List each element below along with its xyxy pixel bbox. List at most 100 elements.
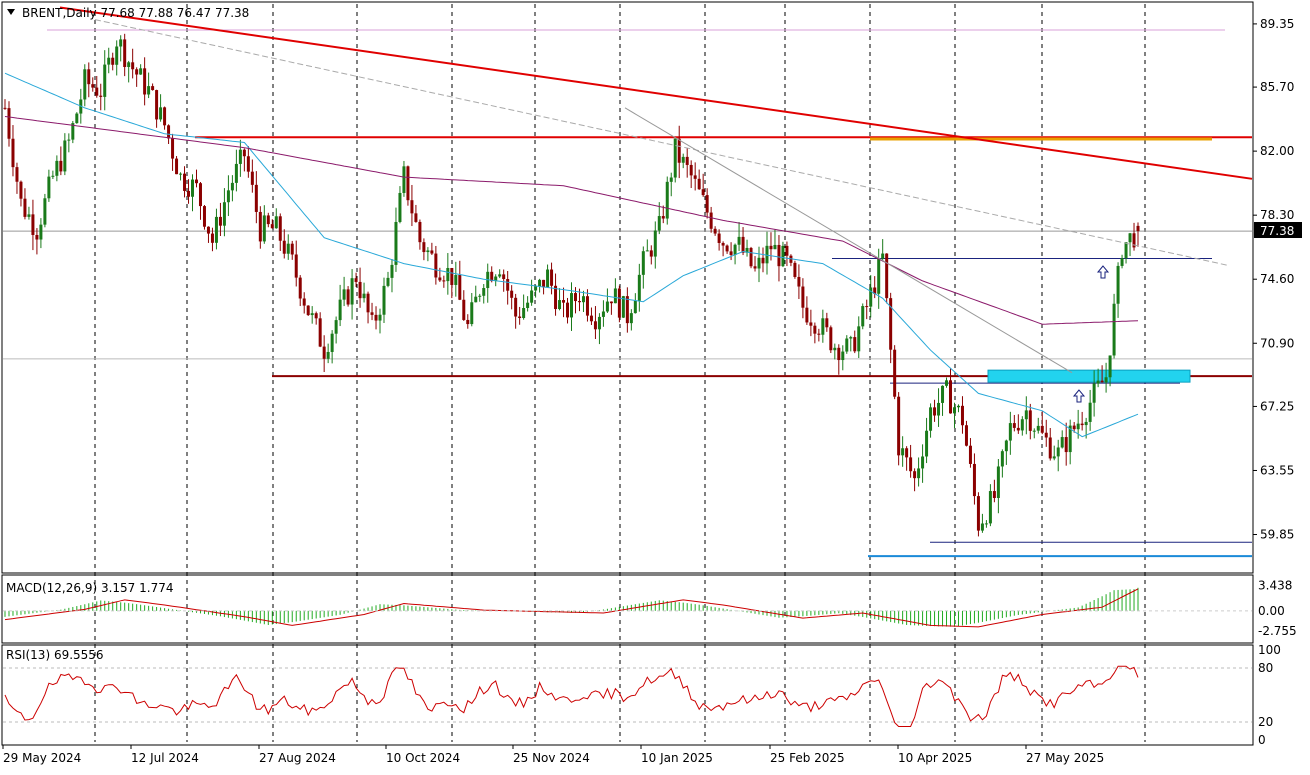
candle-body bbox=[115, 46, 119, 65]
candle-body bbox=[661, 216, 665, 219]
candle-body bbox=[458, 275, 462, 300]
candle-body bbox=[669, 177, 673, 182]
candle-body bbox=[725, 245, 729, 252]
candle-body bbox=[1040, 425, 1044, 433]
candle-body bbox=[937, 402, 941, 416]
candle-body bbox=[99, 95, 103, 97]
candle-body bbox=[63, 140, 67, 172]
candle-body bbox=[641, 251, 645, 275]
horizontal-levels bbox=[3, 29, 1252, 558]
candle-body bbox=[194, 179, 198, 184]
candle-body bbox=[202, 206, 206, 227]
candle-body bbox=[825, 318, 829, 328]
candle-body bbox=[314, 313, 318, 319]
candle-body bbox=[266, 215, 270, 225]
price-tick-label: 89.35 bbox=[1260, 17, 1294, 31]
candle-body bbox=[697, 178, 701, 190]
candle-body bbox=[877, 258, 881, 294]
candle-body bbox=[59, 160, 63, 172]
price-tick-label: 67.25 bbox=[1260, 399, 1294, 413]
candle-body bbox=[1104, 377, 1108, 383]
candle-body bbox=[777, 244, 781, 267]
candle-body bbox=[3, 107, 7, 109]
candle-body bbox=[346, 289, 350, 305]
candle-body bbox=[15, 167, 19, 182]
candle-body bbox=[1136, 225, 1140, 232]
candle-body bbox=[334, 320, 338, 334]
candle-body bbox=[1128, 233, 1132, 243]
candle-body bbox=[785, 245, 789, 256]
candle-body bbox=[218, 216, 222, 226]
candle-body bbox=[139, 68, 143, 75]
candle-body bbox=[238, 149, 242, 164]
candle-body bbox=[1072, 425, 1076, 430]
candle-body bbox=[1060, 437, 1064, 448]
candle-body bbox=[87, 69, 91, 85]
candle-body bbox=[454, 275, 458, 285]
symbol-header: BRENT,Daily 77.68 77.88 76.47 77.38 bbox=[22, 6, 249, 20]
candle-body bbox=[893, 349, 897, 397]
candle-body bbox=[809, 322, 813, 326]
candle-body bbox=[964, 425, 968, 446]
candle-body bbox=[538, 279, 542, 287]
price-tick-label: 63.55 bbox=[1260, 463, 1294, 477]
candle-body bbox=[713, 228, 717, 234]
candle-body bbox=[1076, 423, 1080, 430]
candle-body bbox=[550, 269, 554, 286]
candle-body bbox=[841, 351, 845, 361]
candle-body bbox=[745, 247, 749, 253]
candle-body bbox=[354, 278, 358, 282]
macd-tick-label: -2.755 bbox=[1258, 624, 1297, 638]
candle-body bbox=[972, 463, 976, 497]
candle-body bbox=[1132, 233, 1136, 248]
candle-body bbox=[530, 290, 534, 303]
candle-body bbox=[585, 296, 589, 316]
candle-body bbox=[637, 274, 641, 301]
macd-panel-frame bbox=[1, 574, 1254, 644]
candle-body bbox=[1068, 425, 1072, 453]
candle-series bbox=[3, 33, 1140, 537]
candle-body bbox=[685, 156, 689, 165]
candle-body bbox=[1056, 447, 1060, 457]
candle-body bbox=[270, 224, 274, 229]
candle-body bbox=[522, 308, 526, 319]
candle-body bbox=[1064, 437, 1068, 453]
candle-body bbox=[605, 301, 609, 312]
candle-body bbox=[1096, 380, 1100, 384]
candle-body bbox=[302, 298, 306, 306]
candle-body bbox=[278, 216, 282, 241]
candle-body bbox=[1048, 437, 1052, 459]
candle-body bbox=[250, 171, 254, 185]
candle-body bbox=[1116, 265, 1120, 304]
candle-body bbox=[47, 176, 51, 199]
candle-body bbox=[434, 253, 438, 278]
candle-body bbox=[167, 125, 171, 139]
candle-body bbox=[945, 380, 949, 386]
candle-body bbox=[418, 221, 422, 243]
collapse-triangle-icon[interactable] bbox=[7, 9, 15, 15]
candle-body bbox=[1044, 432, 1048, 438]
candle-body bbox=[1100, 380, 1104, 383]
candle-body bbox=[1012, 423, 1016, 428]
candle-body bbox=[490, 271, 494, 282]
candle-body bbox=[933, 407, 937, 416]
rsi-tick-label: 0 bbox=[1258, 733, 1266, 747]
candle-body bbox=[322, 346, 326, 359]
candle-body bbox=[821, 318, 825, 335]
candle-body bbox=[861, 306, 865, 327]
candle-body bbox=[390, 264, 394, 278]
candle-body bbox=[123, 39, 127, 67]
candle-body bbox=[506, 279, 510, 291]
candle-body bbox=[191, 179, 195, 197]
candle-body bbox=[849, 337, 853, 339]
price-panel-frame bbox=[1, 1, 1254, 574]
candle-body bbox=[179, 173, 183, 175]
candle-body bbox=[163, 107, 167, 126]
candle-body bbox=[992, 491, 996, 498]
candle-body bbox=[913, 471, 917, 479]
time-tick-label: 12 Jul 2024 bbox=[131, 751, 199, 765]
trendlines bbox=[59, 6, 1253, 374]
candle-body bbox=[1108, 355, 1112, 378]
rsi-tick-label: 100 bbox=[1258, 643, 1281, 657]
